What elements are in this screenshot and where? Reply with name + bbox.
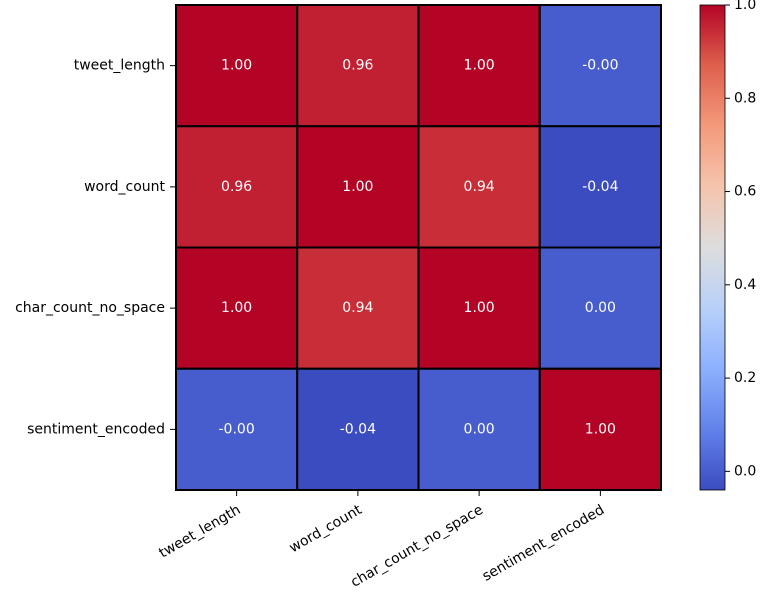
heatmap-cell [296, 125, 420, 249]
cell-annotation: 1.00 [585, 421, 616, 437]
heatmap-cell [538, 125, 662, 249]
cell-annotation: 1.00 [464, 300, 495, 316]
heatmap-cell [296, 246, 420, 370]
row-label: sentiment_encoded [27, 421, 165, 437]
column-label: word_count [287, 502, 366, 557]
row-label: word_count [84, 179, 165, 195]
cell-annotation: 0.94 [464, 179, 495, 195]
cell-annotation: -0.04 [582, 179, 618, 195]
heatmap-cell [175, 4, 299, 128]
colorbar-tick-label: 0.8 [734, 90, 756, 106]
heatmap-cell [538, 367, 662, 491]
row-label: char_count_no_space [15, 300, 165, 316]
column-label: char_count_no_space [348, 502, 486, 591]
cell-annotation: -0.00 [219, 421, 255, 437]
cell-annotation: 0.96 [342, 58, 373, 74]
cell-annotation: 0.00 [464, 421, 495, 437]
column-labels: tweet_length word_countchar_count_no_spac… [156, 490, 607, 591]
cell-annotation: -0.04 [340, 421, 376, 437]
row-label: tweet_length [74, 58, 165, 74]
colorbar-tick-label: 0.6 [734, 184, 756, 200]
cell-annotation: 0.96 [221, 179, 252, 195]
heatmap-border [175, 4, 662, 491]
row-labels: tweet_length word_count char_count_no_spac… [15, 58, 176, 437]
cell-annotation: 0.00 [585, 300, 616, 316]
heatmap-annotations: 1.00 0.96 1.00 -0.00 0.96 1.00 0.94 -0.04 1.00 0.… [219, 58, 619, 438]
cell-annotation: 1.00 [464, 58, 495, 74]
cell-annotation: 1.00 [221, 300, 252, 316]
column-label: tweet_length [156, 502, 243, 561]
heatmap-cells [175, 4, 662, 491]
colorbar-tick-label: 0.0 [734, 463, 756, 479]
cell-annotation: 1.00 [342, 179, 373, 195]
cell-annotation: -0.00 [582, 58, 618, 74]
heatmap-cell [296, 4, 420, 128]
colorbar: 0.0 0.2 0.4 0.6 0.8 1.0 [699, 0, 756, 491]
cell-annotation: 1.00 [221, 58, 252, 74]
colorbar-gradient [699, 4, 726, 491]
heatmap-cell [296, 367, 420, 491]
colorbar-tick-label: 1.0 [734, 0, 756, 13]
colorbar-tick-label: 0.2 [734, 370, 756, 386]
column-label: sentiment_encoded [480, 502, 607, 585]
cell-annotation: 0.94 [342, 300, 373, 316]
colorbar-tick-label: 0.4 [734, 277, 756, 293]
heatmap-cell [538, 246, 662, 370]
